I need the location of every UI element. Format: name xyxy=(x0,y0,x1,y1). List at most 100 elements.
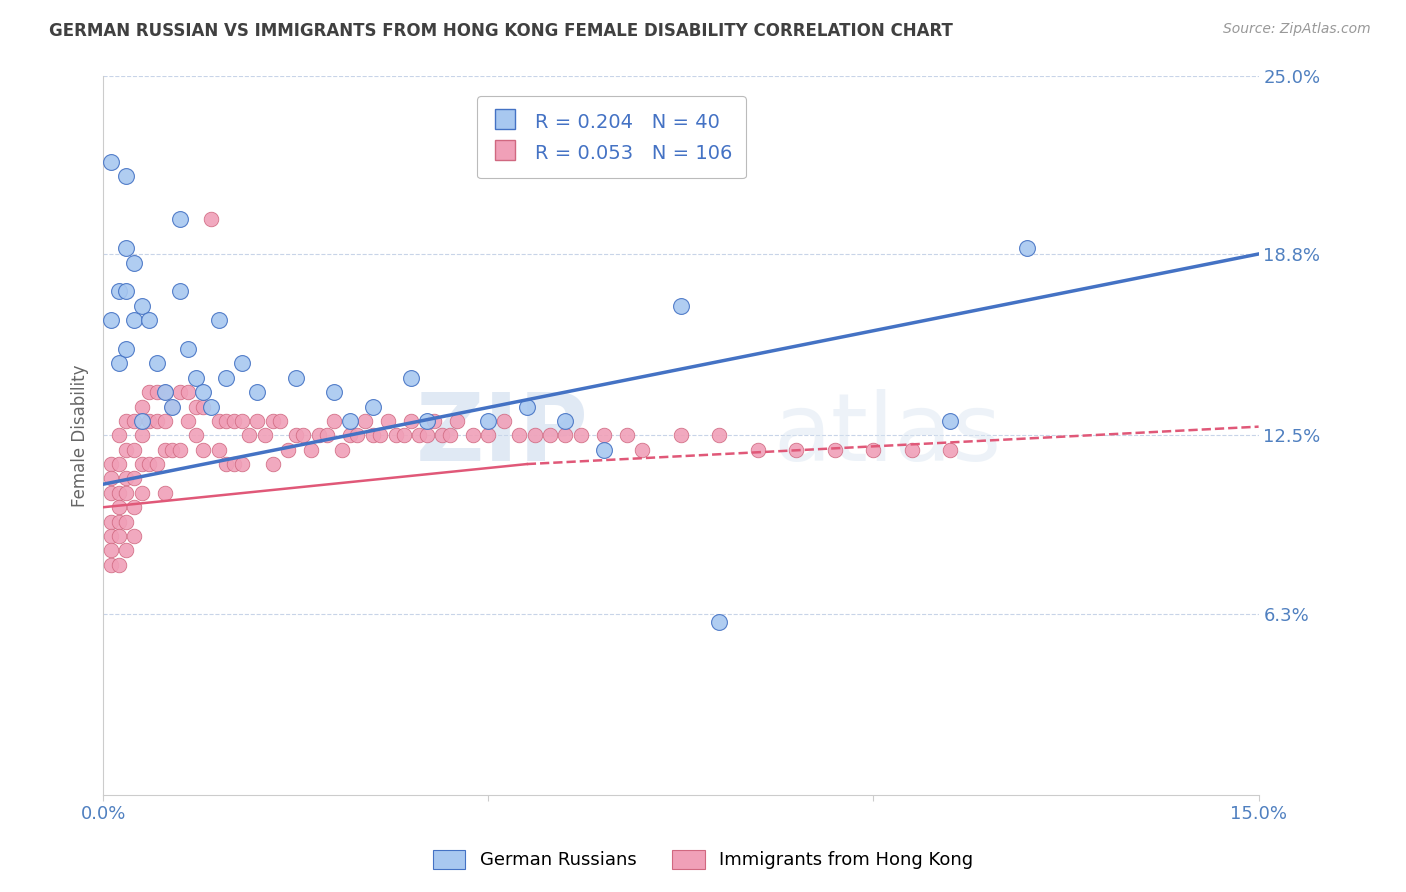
Point xyxy=(184,428,207,442)
Point xyxy=(446,414,468,428)
Point xyxy=(107,515,129,529)
Point xyxy=(262,414,284,428)
Point xyxy=(592,442,614,457)
Point xyxy=(709,615,731,630)
Point xyxy=(554,428,576,442)
Point xyxy=(377,414,399,428)
Point xyxy=(131,486,153,500)
Point xyxy=(107,457,129,471)
Point xyxy=(100,515,122,529)
Point xyxy=(100,471,122,485)
Point xyxy=(107,285,129,299)
Point xyxy=(346,428,368,442)
Point xyxy=(115,241,138,255)
Point xyxy=(169,285,191,299)
Point xyxy=(299,442,322,457)
Point xyxy=(100,486,122,500)
Point xyxy=(115,169,138,184)
Point xyxy=(785,442,807,457)
Point xyxy=(138,385,160,400)
Point xyxy=(177,385,200,400)
Point xyxy=(208,414,231,428)
Point xyxy=(107,356,129,370)
Point xyxy=(423,414,446,428)
Point xyxy=(100,529,122,543)
Point xyxy=(538,428,561,442)
Point xyxy=(193,442,215,457)
Point xyxy=(122,471,145,485)
Point xyxy=(392,428,415,442)
Point xyxy=(554,414,576,428)
Point xyxy=(430,428,453,442)
Point xyxy=(523,428,546,442)
Point xyxy=(939,414,962,428)
Point xyxy=(246,385,269,400)
Point xyxy=(569,428,592,442)
Point xyxy=(508,428,530,442)
Point xyxy=(308,428,330,442)
Point xyxy=(100,154,122,169)
Point xyxy=(439,428,461,442)
Text: GERMAN RUSSIAN VS IMMIGRANTS FROM HONG KONG FEMALE DISABILITY CORRELATION CHART: GERMAN RUSSIAN VS IMMIGRANTS FROM HONG K… xyxy=(49,22,953,40)
Point xyxy=(200,400,222,414)
Point xyxy=(107,486,129,500)
Point xyxy=(153,385,176,400)
Point xyxy=(939,442,962,457)
Point xyxy=(461,428,484,442)
Point xyxy=(385,428,408,442)
Point xyxy=(177,342,200,356)
Point xyxy=(208,313,231,327)
Point xyxy=(138,457,160,471)
Point xyxy=(184,400,207,414)
Point xyxy=(107,558,129,572)
Point xyxy=(208,442,231,457)
Point xyxy=(231,356,253,370)
Point xyxy=(215,370,238,384)
Point xyxy=(115,285,138,299)
Point xyxy=(354,414,377,428)
Point xyxy=(399,414,422,428)
Point xyxy=(253,428,276,442)
Text: atlas: atlas xyxy=(773,389,1001,482)
Point xyxy=(231,457,253,471)
Point xyxy=(415,414,437,428)
Point xyxy=(669,299,692,313)
Point xyxy=(862,442,884,457)
Point xyxy=(193,400,215,414)
Point xyxy=(169,442,191,457)
Point xyxy=(100,313,122,327)
Point xyxy=(153,442,176,457)
Point xyxy=(169,212,191,227)
Point xyxy=(330,442,353,457)
Point xyxy=(131,414,153,428)
Point xyxy=(146,457,169,471)
Point xyxy=(146,414,169,428)
Point xyxy=(100,457,122,471)
Point xyxy=(162,400,184,414)
Point xyxy=(122,442,145,457)
Point xyxy=(284,370,307,384)
Point xyxy=(162,400,184,414)
Point xyxy=(107,500,129,515)
Point xyxy=(631,442,654,457)
Point xyxy=(215,457,238,471)
Point xyxy=(146,356,169,370)
Point xyxy=(231,414,253,428)
Point xyxy=(100,543,122,558)
Point xyxy=(215,414,238,428)
Point xyxy=(616,428,638,442)
Point xyxy=(262,457,284,471)
Point xyxy=(107,428,129,442)
Point xyxy=(115,515,138,529)
Point xyxy=(292,428,315,442)
Point xyxy=(131,428,153,442)
Legend: R = 0.204   N = 40, R = 0.053   N = 106: R = 0.204 N = 40, R = 0.053 N = 106 xyxy=(477,96,747,178)
Point xyxy=(122,500,145,515)
Point xyxy=(408,428,430,442)
Point xyxy=(115,442,138,457)
Point xyxy=(122,414,145,428)
Point xyxy=(131,400,153,414)
Point xyxy=(709,428,731,442)
Point xyxy=(361,400,384,414)
Point xyxy=(100,558,122,572)
